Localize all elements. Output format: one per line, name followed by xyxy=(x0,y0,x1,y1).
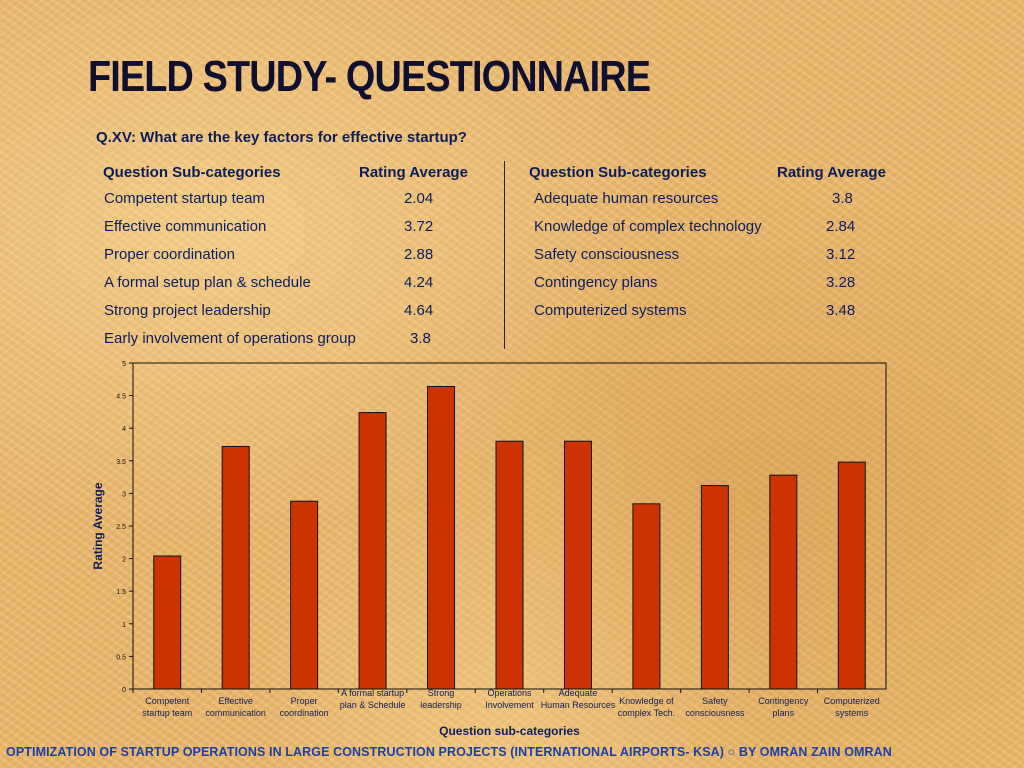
left-row-category: Competent startup team xyxy=(104,190,265,207)
x-tick-label: leadership xyxy=(420,700,462,710)
question-text: Q.XV: What are the key factors for effec… xyxy=(96,129,467,146)
x-tick-label: A formal startup xyxy=(341,688,404,698)
left-row-rating: 3.8 xyxy=(410,330,431,347)
y-tick-label: 2.5 xyxy=(116,524,126,531)
x-tick-label: Competent xyxy=(145,696,190,706)
x-tick-label: Safety xyxy=(702,696,728,706)
x-tick-label: Knowledge of xyxy=(619,696,674,706)
x-tick-label: coordination xyxy=(280,708,329,718)
x-tick-label: Operations xyxy=(487,688,532,698)
left-header-rating: Rating Average xyxy=(359,164,468,181)
x-tick-label: Adequate xyxy=(559,688,598,698)
left-row-rating: 4.24 xyxy=(404,274,434,291)
right-row-category: Safety consciousness xyxy=(534,246,680,263)
right-row-rating: 3.8 xyxy=(832,190,853,207)
x-tick-label: Effective xyxy=(219,696,253,706)
x-tick-label: plan & Schedule xyxy=(340,700,406,710)
y-tick-label: 4.5 xyxy=(116,394,126,401)
right-row-rating: 3.28 xyxy=(826,274,856,291)
bar xyxy=(427,385,456,690)
bar xyxy=(563,440,592,690)
x-tick-label: Involvement xyxy=(485,700,534,710)
table-divider xyxy=(504,161,505,349)
x-tick-label: systems xyxy=(835,708,869,718)
x-axis-title: Question sub-categories xyxy=(439,724,580,738)
y-tick-label: 5 xyxy=(122,361,126,368)
left-header-category: Question Sub-categories xyxy=(103,164,281,181)
left-row-rating: 3.72 xyxy=(404,218,434,235)
right-header-category: Question Sub-categories xyxy=(529,164,707,181)
slide-title: FIELD STUDY- QUESTIONNAIRE xyxy=(88,52,651,101)
left-row-category: A formal setup plan & schedule xyxy=(104,274,311,291)
left-row-category: Proper coordination xyxy=(104,246,235,263)
y-tick-label: 0.5 xyxy=(116,654,126,661)
right-row-rating: 3.12 xyxy=(826,246,856,263)
left-row-category: Early involvement of operations group xyxy=(104,330,356,347)
bar xyxy=(290,500,319,690)
y-tick-label: 3.5 xyxy=(116,459,126,466)
left-row-category: Strong project leadership xyxy=(104,302,271,319)
x-tick-label: communication xyxy=(205,708,266,718)
x-tick-label: complex Tech. xyxy=(618,708,675,718)
right-row-rating: 3.48 xyxy=(826,302,856,319)
bar xyxy=(700,485,729,690)
footer-text: OPTIMIZATION OF STARTUP OPERATIONS IN LA… xyxy=(6,745,892,759)
right-row-category: Computerized systems xyxy=(534,302,687,319)
x-tick-label: Contingency xyxy=(758,696,809,706)
x-tick-label: startup team xyxy=(142,708,192,718)
y-tick-label: 3 xyxy=(122,491,126,498)
x-tick-label: Strong xyxy=(428,688,455,698)
y-axis-title: Rating Average xyxy=(91,482,105,569)
bar xyxy=(632,503,661,690)
x-tick-label: consciousness xyxy=(685,708,745,718)
x-tick-label: Human Resources xyxy=(541,700,616,710)
right-row-category: Contingency plans xyxy=(534,274,658,291)
left-row-rating: 4.64 xyxy=(404,302,434,319)
y-tick-label: 2 xyxy=(122,557,126,564)
x-tick-label: Computerized xyxy=(824,696,880,706)
y-tick-label: 1.5 xyxy=(116,589,126,596)
x-tick-label: Proper xyxy=(291,696,318,706)
y-tick-label: 4 xyxy=(122,426,126,433)
right-row-category: Adequate human resources xyxy=(534,190,719,207)
y-tick-label: 1 xyxy=(122,622,126,629)
left-row-rating: 2.88 xyxy=(404,246,434,263)
right-row-rating: 2.84 xyxy=(826,218,856,235)
right-header-rating: Rating Average xyxy=(777,164,886,181)
bar xyxy=(221,445,250,690)
left-row-category: Effective communication xyxy=(104,218,267,235)
bar xyxy=(769,474,798,690)
left-row-rating: 2.04 xyxy=(404,190,434,207)
x-tick-label: plans xyxy=(773,708,795,718)
bar xyxy=(358,412,387,690)
bar xyxy=(495,440,524,690)
bar xyxy=(837,461,866,690)
y-tick-label: 0 xyxy=(122,687,126,694)
bar xyxy=(153,555,182,690)
right-row-category: Knowledge of complex technology xyxy=(534,218,762,235)
